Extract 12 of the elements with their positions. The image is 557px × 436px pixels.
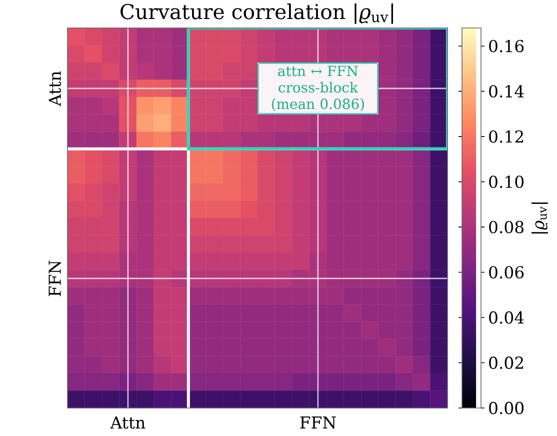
color-bar-label: 0.10 bbox=[489, 176, 524, 188]
color-bar-label: 0.12 bbox=[489, 130, 524, 143]
annotation: attn ↔ FFN cross-block (mean 0.086) bbox=[272, 66, 364, 112]
color-bar-label: 0.02 bbox=[489, 356, 524, 369]
color-bar-label: 0.16 bbox=[489, 40, 524, 52]
color-bar-label: 0.08 bbox=[489, 220, 524, 234]
color-bar-label: 0.04 bbox=[489, 311, 524, 324]
color-bar-label: 0.00 bbox=[489, 402, 524, 414]
chart-title: Curvature correlation |ϱ$_{uv}$| bbox=[120, 3, 393, 24]
color-bar-title: |ϱ$_{uv}$| bbox=[531, 202, 548, 234]
color-bar-label: 0.14 bbox=[489, 85, 524, 98]
color-bar-label: 0.06 bbox=[489, 266, 524, 278]
